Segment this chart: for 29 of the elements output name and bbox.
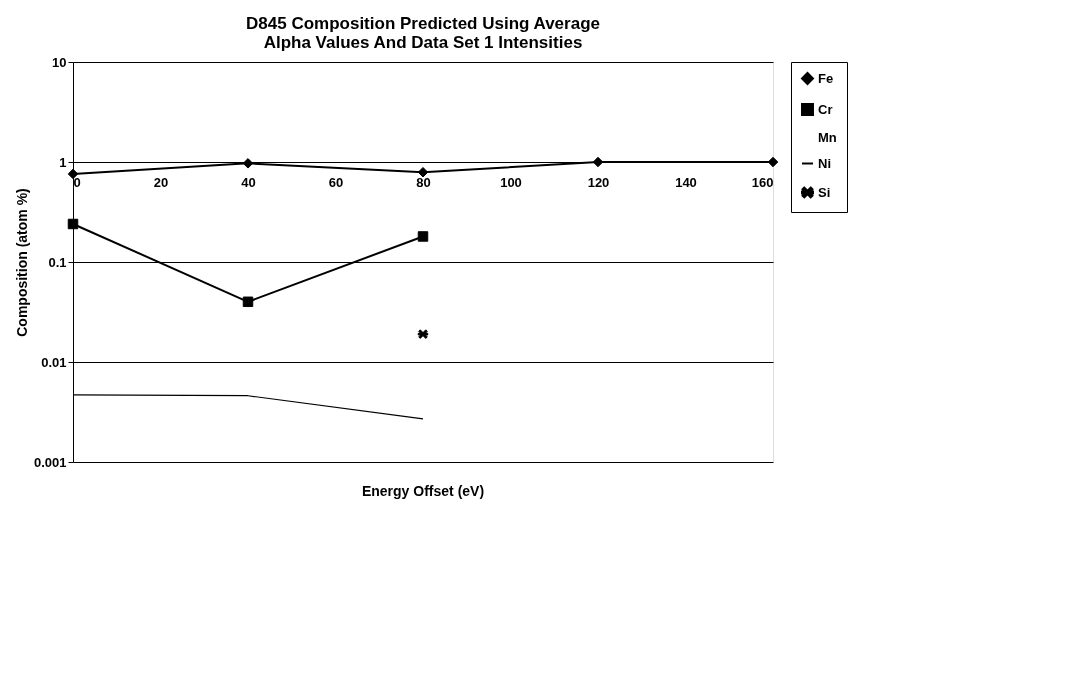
legend-label: Ni (818, 155, 831, 171)
x-tick-label: 20 (153, 174, 169, 190)
x-tick-label: 120 (587, 174, 610, 190)
point (242, 296, 254, 308)
y-tick-label: 10 (52, 54, 67, 70)
legend-label: Si (818, 184, 831, 200)
point (67, 168, 79, 180)
x-tick-label: 100 (500, 174, 522, 190)
point (242, 158, 254, 169)
x-tick-label: 140 (675, 174, 697, 190)
x-tick-label: 60 (328, 174, 344, 190)
text: D845 Composition Predicted Using Average (246, 14, 600, 33)
text: Mn (818, 129, 837, 145)
legend-label: Cr (818, 101, 833, 117)
x-tick-label: 80 (416, 174, 431, 190)
x-tick-label: 40 (241, 174, 256, 190)
point (67, 218, 79, 230)
y-tick-label: 0.001 (33, 454, 67, 470)
y-tick-label: 1 (59, 154, 67, 170)
y-tick-label: 0.01 (41, 354, 67, 370)
point (417, 231, 429, 242)
x-axis-title: Energy Offset (eV) (361, 483, 485, 499)
y-axis-title: Composition (atom %) (13, 188, 30, 337)
point (417, 329, 429, 339)
x-tick-label: 0 (73, 174, 81, 190)
y-tick-label: 0.1 (48, 254, 67, 270)
legend-label: Fe (818, 70, 834, 86)
text: Alpha Values And Data Set 1 Intensities (263, 33, 583, 52)
x-tick-label: 160 (751, 174, 774, 190)
